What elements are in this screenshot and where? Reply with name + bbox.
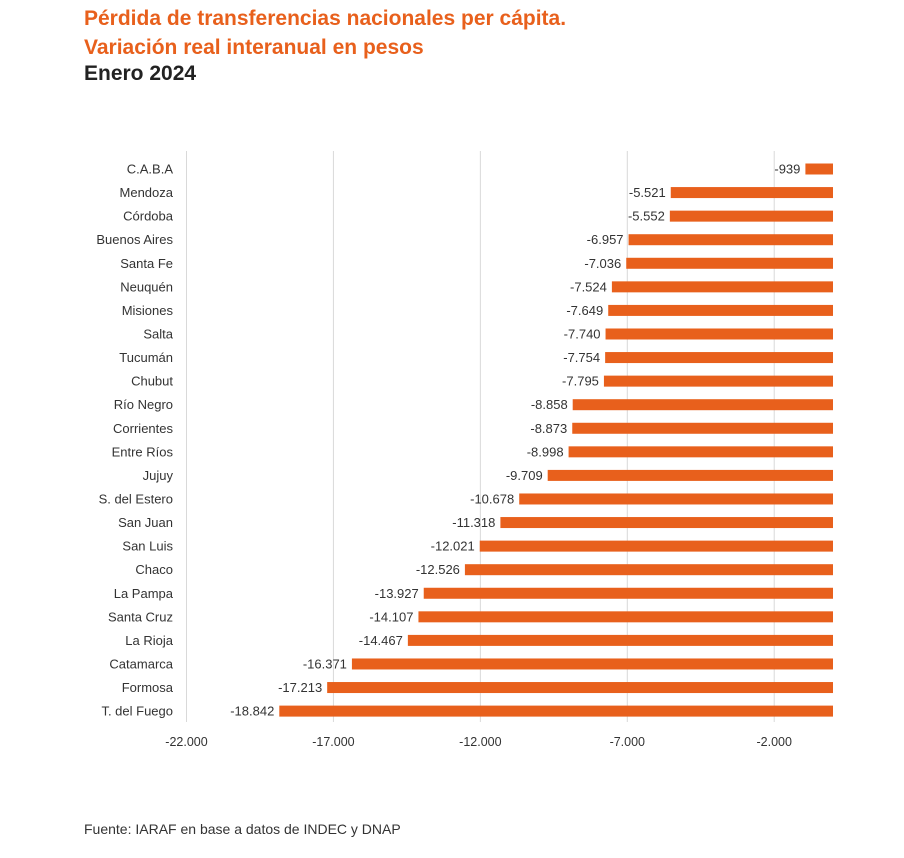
bar [611, 281, 833, 293]
category-label: San Luis [122, 539, 173, 554]
category-label: Corrientes [113, 421, 173, 436]
x-tick-label: -22.000 [165, 735, 207, 749]
data-label: -11.318 [452, 515, 495, 530]
category-label: Jujuy [143, 468, 174, 483]
data-label: -5.521 [629, 185, 666, 200]
category-label: T. del Fuego [101, 704, 173, 719]
grid-lines [186, 151, 775, 722]
category-label: Entre Ríos [112, 444, 174, 459]
bar [628, 234, 833, 246]
data-label: -7.754 [563, 350, 600, 365]
category-label: C.A.B.A [127, 162, 174, 177]
category-labels: C.A.B.A Mendoza Córdoba Buenos Aires Santa F… [96, 162, 173, 719]
chart-title: Pérdida de transferencias nacionales per… [84, 4, 566, 62]
bar [351, 658, 833, 670]
data-label: -7.795 [562, 374, 599, 389]
category-label: Catamarca [109, 656, 173, 671]
category-label: Mendoza [120, 185, 174, 200]
category-label: Santa Cruz [108, 609, 173, 624]
x-tick-label: -7.000 [610, 735, 645, 749]
category-label: La Rioja [125, 633, 173, 648]
bar [568, 446, 833, 458]
bar [407, 634, 833, 646]
bar [603, 375, 833, 387]
bar [608, 304, 833, 316]
bar [605, 328, 833, 340]
category-label: La Pampa [114, 586, 174, 601]
category-label: Formosa [122, 680, 174, 695]
data-label: -17.213 [278, 680, 322, 695]
bar [626, 257, 833, 269]
category-label: San Juan [118, 515, 173, 530]
category-label: Río Negro [114, 397, 173, 412]
x-tick-label: -17.000 [312, 735, 354, 749]
data-label: -8.998 [527, 444, 564, 459]
data-label: -7.524 [570, 279, 607, 294]
bars [279, 163, 833, 717]
data-label: -8.873 [530, 421, 567, 436]
data-label: -7.036 [584, 256, 621, 271]
data-label: -7.649 [566, 303, 603, 318]
data-label: -10.678 [470, 491, 514, 506]
chart-subtitle: Enero 2024 [84, 62, 197, 85]
data-label: -5.552 [628, 209, 665, 224]
bar [572, 399, 833, 411]
category-label: Salta [143, 326, 173, 341]
bar [500, 517, 833, 529]
bar [572, 422, 833, 434]
x-axis-ticks: -22.000 -17.000 -12.000 -7.000 -2.000 [165, 735, 792, 749]
category-label: Misiones [122, 303, 174, 318]
category-label: Buenos Aires [96, 232, 173, 247]
value-labels: -939 -5.521 -5.552 -6.957 -7.036 -7.524 -7.649… [230, 162, 800, 719]
bar [464, 564, 833, 576]
category-label: Neuquén [120, 279, 173, 294]
data-label: -7.740 [564, 326, 601, 341]
x-tick-label: -12.000 [459, 735, 501, 749]
chart-title-line-2: Variación real interanual en pesos [84, 36, 424, 59]
category-label: Tucumán [119, 350, 173, 365]
data-label: -939 [774, 162, 800, 177]
data-label: -6.957 [587, 232, 624, 247]
data-label: -12.526 [416, 562, 460, 577]
bar [423, 587, 833, 599]
data-label: -18.842 [230, 704, 274, 719]
bar [670, 187, 833, 199]
bar [547, 469, 833, 481]
data-label: -9.709 [506, 468, 543, 483]
bar [669, 210, 833, 222]
bar [418, 611, 833, 623]
data-label: -14.467 [359, 633, 403, 648]
category-label: S. del Estero [99, 491, 173, 506]
bar [327, 682, 833, 694]
data-label: -13.927 [375, 586, 419, 601]
data-label: -16.371 [303, 656, 347, 671]
x-tick-label: -2.000 [757, 735, 792, 749]
bar [479, 540, 833, 552]
category-label: Chaco [135, 562, 173, 577]
category-label: Córdoba [123, 209, 174, 224]
data-label: -8.858 [531, 397, 568, 412]
bar [519, 493, 833, 505]
chart-title-line-1: Pérdida de transferencias nacionales per… [84, 7, 567, 30]
category-label: Chubut [131, 374, 173, 389]
bar [805, 163, 833, 175]
bar [605, 352, 833, 364]
source-note: Fuente: IARAF en base a datos de INDEC y… [84, 821, 401, 837]
data-label: -12.021 [431, 539, 475, 554]
data-label: -14.107 [369, 609, 413, 624]
bar [279, 705, 833, 717]
category-label: Santa Fe [120, 256, 173, 271]
